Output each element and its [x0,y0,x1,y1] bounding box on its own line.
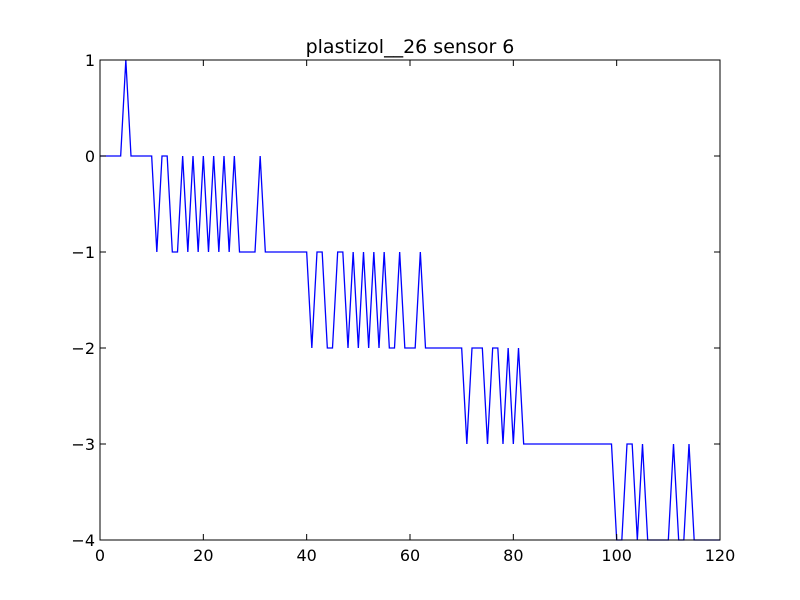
x-tick-label: 0 [95,546,105,565]
chart-title: plastizol__26 sensor 6 [306,36,515,58]
y-tick-label: 0 [85,147,95,166]
y-tick-label: 1 [85,51,95,70]
x-tick-label: 100 [601,546,632,565]
x-tick-label: 20 [193,546,213,565]
y-tick-label: −2 [71,339,95,358]
y-tick-label: −3 [71,435,95,454]
x-tick-label: 80 [503,546,523,565]
x-tick-label: 40 [296,546,316,565]
series-line-0 [100,59,720,541]
tick-labels-layer: 0 20 40 60 80 100 120 1 0 −1 −2 −3 −4 [71,51,735,565]
y-tick-label: −4 [71,531,95,550]
series-layer [100,59,720,541]
y-tick-label: −1 [71,243,95,262]
plot-frame [99,59,721,541]
ticks-layer [99,59,721,541]
x-tick-label: 60 [400,546,420,565]
x-tick-label: 120 [705,546,736,565]
